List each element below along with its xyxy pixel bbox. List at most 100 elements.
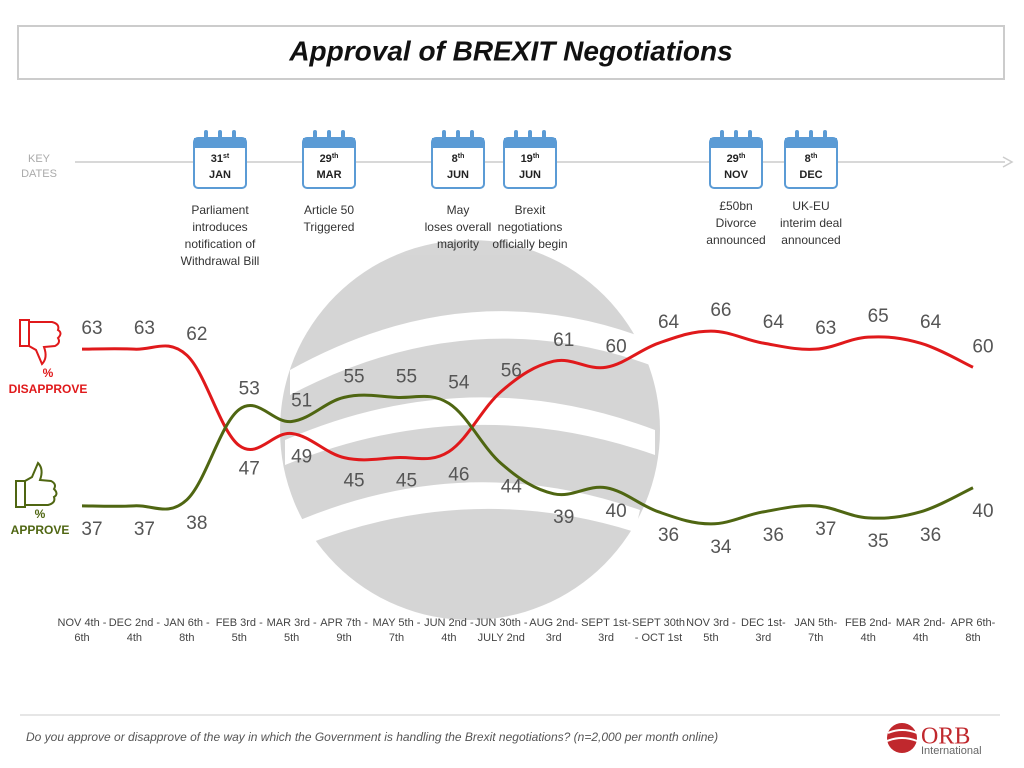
- key-date-line: Triggered: [303, 220, 355, 234]
- key-date-text: Brexit negotiations officially begin: [475, 202, 585, 253]
- data-label: 55: [396, 366, 417, 387]
- key-date-line: officially begin: [492, 237, 568, 251]
- legend-part: %: [35, 507, 46, 521]
- x-tick-label: MAR 3rd - 5th: [266, 617, 317, 644]
- series-line: [81, 393, 974, 526]
- data-label: 63: [134, 318, 155, 339]
- data-label: 44: [501, 477, 523, 498]
- x-tick-label: DEC 1st-3rd: [741, 617, 786, 644]
- calendar-ring: [528, 130, 532, 142]
- key-date-num: 8: [805, 153, 811, 165]
- calendar-icon: 31st JAN: [193, 130, 247, 189]
- data-label: 54: [448, 372, 470, 393]
- data-label: 34: [710, 537, 732, 558]
- x-tick-label: NOV 4th - 6th: [57, 617, 107, 644]
- data-label: 45: [343, 471, 364, 492]
- x-tick-label: SEPT 1st-3rd: [581, 617, 632, 644]
- calendar-icon: 19th JUN: [503, 130, 557, 189]
- data-label: 64: [763, 312, 785, 333]
- legend-part: APPROVE: [11, 523, 70, 537]
- calendar-top: [504, 138, 556, 148]
- key-date-line: £50bn: [719, 199, 753, 213]
- key-date-suffix: th: [739, 153, 746, 160]
- key-date-text: May loses overall majority: [403, 202, 513, 253]
- x-tick-label: APR 6th-8th: [950, 617, 996, 644]
- key-date-line: announced: [781, 233, 841, 247]
- footnote: Do you approve or disapprove of the way …: [26, 730, 718, 744]
- key-date-month: JUN: [447, 169, 469, 181]
- key-date-text: UK-EU interim deal announced: [756, 198, 866, 249]
- x-tick-label: JAN 5th-7th: [794, 617, 838, 644]
- key-date-day: 19th: [521, 153, 540, 165]
- calendar-ring: [748, 130, 752, 142]
- calendar-ring: [514, 130, 518, 142]
- key-date-month: NOV: [724, 169, 749, 181]
- key-date-month: JAN: [209, 169, 231, 181]
- x-tick-label: FEB 2nd-4th: [844, 617, 892, 644]
- x-tick-label: MAY 5th - 7th: [372, 617, 421, 644]
- data-label: 37: [815, 519, 836, 540]
- calendar-ring: [327, 130, 331, 142]
- legend-part: DISAPPROVE: [9, 382, 88, 396]
- key-date-suffix: th: [811, 153, 818, 160]
- key-date-line: Parliament: [191, 203, 249, 217]
- calendar-ring: [795, 130, 799, 142]
- key-date-line: Brexit: [514, 203, 546, 217]
- key-date-suffix: th: [458, 153, 465, 160]
- calendar-ring: [218, 130, 222, 142]
- data-label: 61: [553, 330, 574, 351]
- calendar-ring: [823, 130, 827, 142]
- data-label: 62: [186, 324, 207, 345]
- calendar-top: [785, 138, 837, 148]
- calendar-ring: [470, 130, 474, 142]
- key-dates-label: KEY DATES: [21, 153, 57, 180]
- x-tick-label: AUG 2nd-3rd: [529, 617, 579, 644]
- key-date-month: MAR: [316, 169, 341, 181]
- calendar-ring: [542, 130, 546, 142]
- data-label: 38: [186, 513, 207, 534]
- data-label: 63: [81, 318, 102, 339]
- data-label: 56: [501, 360, 522, 381]
- title-box: [17, 25, 1005, 80]
- key-date-line: negotiations: [497, 220, 563, 234]
- key-date-suffix: th: [332, 153, 339, 160]
- key-date-num: 29: [320, 153, 332, 165]
- approve-icon: [15, 461, 58, 508]
- data-label: 39: [553, 507, 574, 528]
- x-tick-label: APR 7th - 9th: [320, 617, 368, 644]
- key-date-suffix: st: [223, 153, 230, 160]
- x-tick-label: JAN 6th - 8th: [163, 617, 210, 644]
- data-label: 64: [658, 312, 680, 333]
- logo-name: ORB: [921, 724, 970, 750]
- key-date-num: 19: [521, 153, 533, 165]
- calendar-ring: [313, 130, 317, 142]
- data-label: 55: [343, 366, 364, 387]
- data-label: 46: [448, 465, 469, 486]
- x-tick-label: JUN 2nd - 4th: [424, 617, 474, 644]
- calendar-ring: [232, 130, 236, 142]
- data-label: 64: [920, 312, 942, 333]
- x-tick-label: JUN 30th - JULY 2nd: [474, 617, 528, 644]
- calendar-ring: [442, 130, 446, 142]
- data-label: 63: [815, 318, 836, 339]
- calendar-top: [194, 138, 246, 148]
- key-date-line: loses overall: [424, 220, 492, 234]
- key-date-day: 29th: [727, 153, 746, 165]
- data-label: 40: [606, 501, 627, 522]
- x-tick-label: MAR 2nd-4th: [895, 617, 946, 644]
- data-label: 66: [710, 300, 731, 321]
- x-tick-label: FEB 3rd - 5th: [215, 617, 263, 644]
- key-date-month: JUN: [519, 169, 541, 181]
- data-label: 51: [291, 390, 312, 411]
- calendar-icon: 29th NOV: [709, 130, 763, 189]
- data-label: 45: [396, 471, 417, 492]
- calendar-ring: [341, 130, 345, 142]
- data-label: 60: [606, 336, 627, 357]
- calendar-top: [303, 138, 355, 148]
- key-date-num: 29: [727, 153, 739, 165]
- key-date-num: 31: [211, 153, 223, 165]
- data-label: 53: [239, 378, 260, 399]
- legend-label: % DISAPPROVE: [9, 366, 88, 396]
